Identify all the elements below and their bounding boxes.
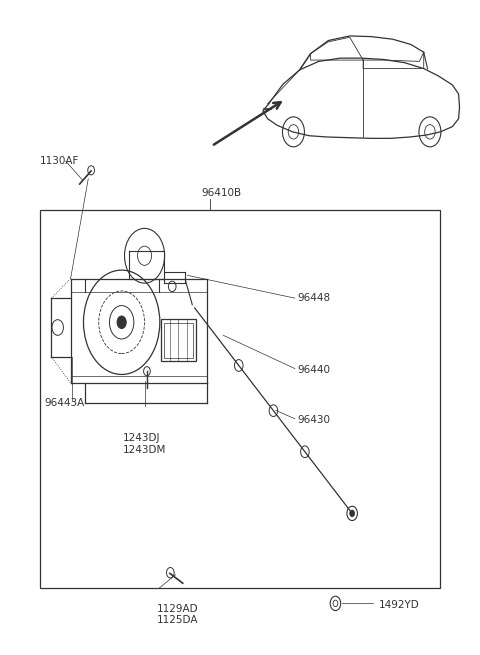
Text: 1492YD: 1492YD (378, 600, 419, 610)
Bar (39, 210, 441, 588)
Text: 1129AD
1125DA: 1129AD 1125DA (157, 604, 199, 626)
Text: 96440: 96440 (297, 365, 330, 375)
Text: 1243DJ
1243DM: 1243DJ 1243DM (123, 433, 166, 455)
Text: 96430: 96430 (297, 415, 330, 425)
Circle shape (117, 316, 126, 329)
Bar (164, 323, 193, 358)
Text: 96410B: 96410B (202, 189, 242, 198)
Circle shape (350, 510, 355, 517)
Text: 96443A: 96443A (44, 398, 84, 407)
Text: 1130AF: 1130AF (39, 156, 79, 166)
Bar (161, 319, 196, 362)
Text: 96448: 96448 (297, 293, 330, 303)
